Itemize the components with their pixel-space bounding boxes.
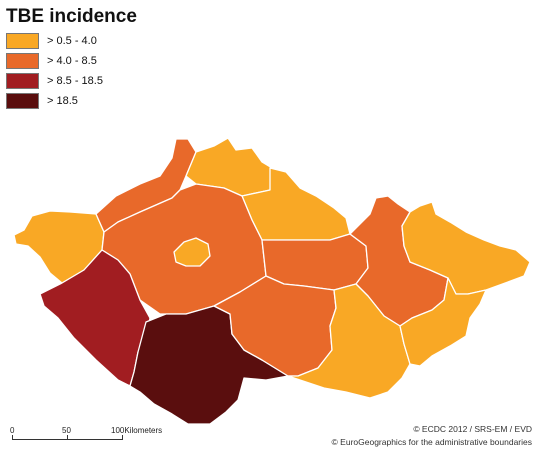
legend-label-low: > 0.5 - 4.0 (47, 35, 97, 47)
scale-tick-100 (122, 435, 123, 439)
legend-label-high: > 8.5 - 18.5 (47, 75, 103, 87)
scale-tick-50 (67, 435, 68, 439)
scale-label-0: 0 (10, 426, 15, 435)
legend-swatch-medium (6, 53, 39, 69)
scale-label-100: 100Kilometers (111, 426, 162, 435)
legend-label-very-high: > 18.5 (47, 95, 78, 107)
legend-label-medium: > 4.0 - 8.5 (47, 55, 97, 67)
region-south-moravia (287, 283, 411, 399)
legend-item-medium: > 4.0 - 8.5 (6, 51, 103, 71)
credit-eurogeographics: © EuroGeographics for the administrative… (331, 437, 532, 447)
scale-tick-0 (12, 435, 13, 439)
region-zlin (399, 277, 487, 367)
scale-bar: 0 50 100Kilometers (8, 423, 178, 453)
scale-line (12, 439, 123, 440)
legend-swatch-high (6, 73, 39, 89)
legend-item-very-high: > 18.5 (6, 91, 103, 111)
credit-ecdc: © ECDC 2012 / SRS-EM / EVD (413, 424, 532, 434)
region-prague (173, 237, 211, 267)
credits: © ECDC 2012 / SRS-EM / EVD © EuroGeograp… (332, 423, 532, 449)
scale-label-100-value: 100 (111, 426, 125, 435)
legend-item-low: > 0.5 - 4.0 (6, 31, 103, 51)
legend: > 0.5 - 4.0 > 4.0 - 8.5 > 8.5 - 18.5 > 1… (6, 31, 103, 111)
region-moravian-silesian (401, 201, 531, 295)
legend-swatch-low (6, 33, 39, 49)
scale-unit: Kilometers (124, 426, 163, 435)
legend-swatch-very-high (6, 93, 39, 109)
scale-label-50: 50 (62, 426, 71, 435)
legend-item-high: > 8.5 - 18.5 (6, 71, 103, 91)
map-title: TBE incidence (6, 6, 137, 27)
